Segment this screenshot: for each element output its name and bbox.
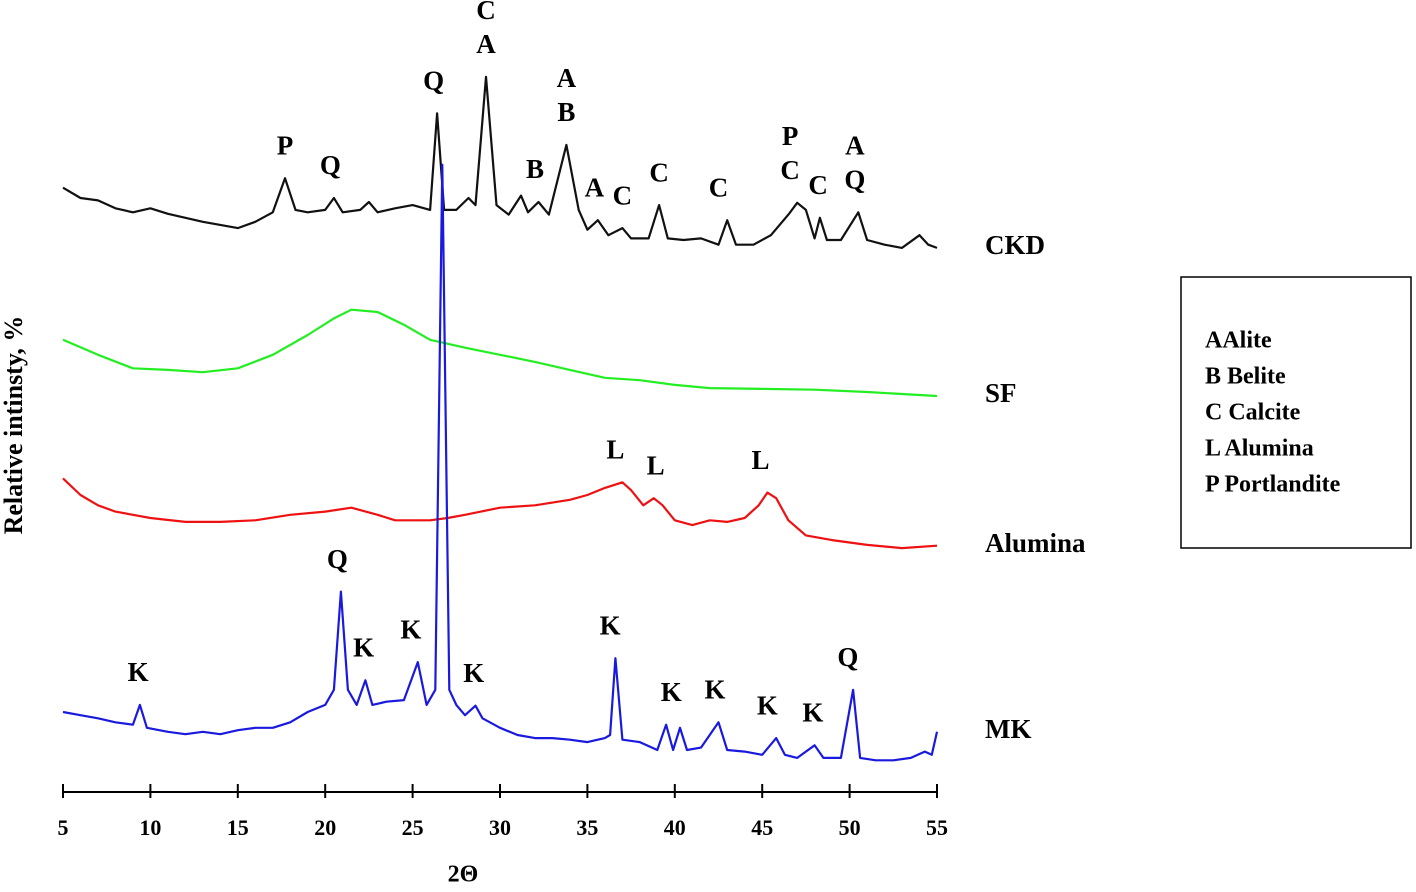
x-tick-label: 40 [664,815,686,840]
series-label: SF [985,378,1017,408]
series-label: Alumina [985,528,1086,558]
peak-label: A [476,29,496,59]
legend-item: AAlite [1205,328,1272,354]
peak-label: K [600,610,621,640]
legend-item: C Calcite [1205,400,1301,426]
peak-label: K [757,690,778,720]
peak-label: C [649,157,669,187]
xrd-line [62,477,938,550]
peak-label: B [557,97,575,127]
peak-label: A [557,63,577,93]
peak-label: P [782,121,799,151]
xrd-line [62,75,938,249]
peak-label: K [128,657,149,687]
peak-label: C [780,155,800,185]
legend-item: L Alumina [1205,436,1314,462]
series-label: MK [985,714,1032,744]
x-tick-label: 35 [576,815,598,840]
x-tick-label: 50 [839,815,861,840]
x-tick-label: 15 [227,815,249,840]
x-tick-label: 20 [314,815,336,840]
x-tick-label: 25 [402,815,424,840]
peak-label: A [585,172,605,202]
series-label: CKD [985,230,1045,260]
x-tick-label: 55 [926,815,948,840]
peak-label: Q [837,642,858,672]
peak-label: K [704,675,725,705]
x-tick-label: 5 [58,815,69,840]
peak-label: A [845,130,865,160]
x-tick-label: 45 [751,815,773,840]
legend-item: P Portlandite [1205,472,1341,498]
y-axis-label: Relative intinsty, % [0,316,28,535]
peak-label: L [606,435,624,465]
peak-label: Q [423,65,444,95]
x-tick-label: 10 [139,815,161,840]
x-axis-label: 2Θ [448,862,479,888]
peak-label: K [661,677,682,707]
peak-label: K [802,697,823,727]
peak-label: Q [844,164,865,194]
peak-label: C [613,180,633,210]
peak-label: C [709,172,729,202]
peak-label: Q [327,544,348,574]
xrd-line [62,308,938,398]
legend-box [1180,276,1412,549]
peak-label: Q [320,150,341,180]
peak-label: P [277,130,294,160]
legend-item: B Belite [1205,364,1286,390]
peak-label: C [808,170,828,200]
peak-label: C [476,0,496,25]
peak-label: L [647,450,665,480]
peak-label: K [400,614,421,644]
peak-label: B [526,154,544,184]
x-tick-label: 30 [489,815,511,840]
peak-label: L [751,445,769,475]
peak-label: K [463,658,484,688]
peak-label: K [353,633,374,663]
xrd-line [62,163,939,762]
